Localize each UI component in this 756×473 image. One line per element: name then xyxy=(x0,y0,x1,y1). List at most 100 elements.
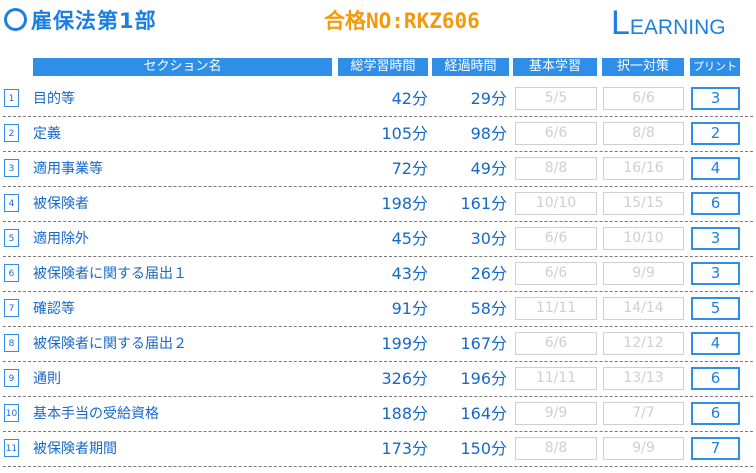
print-button[interactable]: 7 xyxy=(691,437,740,460)
row-divider xyxy=(3,396,753,397)
column-header-total-time: 総学習時間 xyxy=(338,58,428,76)
elapsed-time: 30分 xyxy=(470,229,507,248)
basic-study-button[interactable]: 11/11 xyxy=(515,297,597,320)
row-divider xyxy=(3,361,753,362)
choice-practice-button[interactable]: 12/12 xyxy=(603,332,684,355)
section-name-link[interactable]: 被保険者期間 xyxy=(33,441,117,457)
total-time: 43分 xyxy=(391,264,428,283)
basic-study-button[interactable]: 6/6 xyxy=(515,122,597,145)
choice-practice-button[interactable]: 14/14 xyxy=(603,297,684,320)
print-button[interactable]: 6 xyxy=(691,402,740,425)
print-button[interactable]: 6 xyxy=(691,192,740,215)
total-time: 91分 xyxy=(391,299,428,318)
choice-practice-button[interactable]: 9/9 xyxy=(603,262,684,285)
section-name-link[interactable]: 基本手当の受給資格 xyxy=(33,406,159,422)
table-row: 7 確認等 91分 58分 11/11 14/14 5 xyxy=(0,292,756,327)
section-name-link[interactable]: 目的等 xyxy=(33,91,75,107)
row-divider xyxy=(3,221,753,222)
print-button[interactable]: 5 xyxy=(691,297,740,320)
row-divider xyxy=(3,431,753,432)
section-name-link[interactable]: 適用事業等 xyxy=(33,161,103,177)
basic-study-button[interactable]: 9/9 xyxy=(515,402,597,425)
section-number-button[interactable]: 2 xyxy=(4,124,19,142)
basic-study-button[interactable]: 6/6 xyxy=(515,227,597,250)
basic-study-button[interactable]: 6/6 xyxy=(515,262,597,285)
table-row: 5 適用除外 45分 30分 6/6 10/10 3 xyxy=(0,222,756,257)
learning-logo: LEARNING xyxy=(611,6,726,40)
print-button[interactable]: 4 xyxy=(691,332,740,355)
table-row: 9 通則 326分 196分 11/11 13/13 6 xyxy=(0,362,756,397)
page-title: 雇保法第1部 xyxy=(31,9,157,33)
basic-study-button[interactable]: 11/11 xyxy=(515,367,597,390)
total-time: 326分 xyxy=(381,369,428,388)
section-number-button[interactable]: 3 xyxy=(4,159,19,177)
section-number-button[interactable]: 4 xyxy=(4,194,19,212)
row-divider xyxy=(3,326,753,327)
section-name-link[interactable]: 被保険者に関する届出１ xyxy=(33,266,187,282)
section-number-button[interactable]: 11 xyxy=(4,439,19,457)
choice-practice-button[interactable]: 15/15 xyxy=(603,192,684,215)
total-time: 173分 xyxy=(381,439,428,458)
basic-study-button[interactable]: 10/10 xyxy=(515,192,597,215)
print-button[interactable]: 4 xyxy=(691,157,740,180)
section-number-button[interactable]: 6 xyxy=(4,264,19,282)
section-number-button[interactable]: 1 xyxy=(4,89,19,107)
print-button[interactable]: 6 xyxy=(691,367,740,390)
basic-study-button[interactable]: 8/8 xyxy=(515,157,597,180)
choice-practice-button[interactable]: 13/13 xyxy=(603,367,684,390)
column-header-section: セクション名 xyxy=(33,58,332,76)
choice-practice-button[interactable]: 6/6 xyxy=(603,87,684,110)
row-divider xyxy=(3,466,753,467)
total-time: 198分 xyxy=(381,194,428,213)
table-row: 8 被保険者に関する届出２ 199分 167分 6/6 12/12 4 xyxy=(0,327,756,362)
choice-practice-button[interactable]: 10/10 xyxy=(603,227,684,250)
total-time: 188分 xyxy=(381,404,428,423)
elapsed-time: 167分 xyxy=(460,334,507,353)
total-time: 199分 xyxy=(381,334,428,353)
elapsed-time: 164分 xyxy=(460,404,507,423)
basic-study-button[interactable]: 5/5 xyxy=(515,87,597,110)
section-name-link[interactable]: 確認等 xyxy=(33,301,75,317)
choice-practice-button[interactable]: 7/7 xyxy=(603,402,684,425)
table-row: 2 定義 105分 98分 6/6 8/8 2 xyxy=(0,117,756,152)
table-row: 6 被保険者に関する届出１ 43分 26分 6/6 9/9 3 xyxy=(0,257,756,292)
table-row: 4 被保険者 198分 161分 10/10 15/15 6 xyxy=(0,187,756,222)
print-button[interactable]: 2 xyxy=(691,122,740,145)
elapsed-time: 29分 xyxy=(470,89,507,108)
logo-initial: L xyxy=(611,4,630,42)
elapsed-time: 161分 xyxy=(460,194,507,213)
total-time: 72分 xyxy=(391,159,428,178)
basic-study-button[interactable]: 6/6 xyxy=(515,332,597,355)
column-header-choice: 択一対策 xyxy=(602,58,684,76)
elapsed-time: 49分 xyxy=(470,159,507,178)
section-number-button[interactable]: 8 xyxy=(4,334,19,352)
total-time: 45分 xyxy=(391,229,428,248)
choice-practice-button[interactable]: 9/9 xyxy=(603,437,684,460)
choice-practice-button[interactable]: 8/8 xyxy=(603,122,684,145)
section-number-button[interactable]: 10 xyxy=(4,404,19,422)
row-divider xyxy=(3,116,753,117)
section-name-link[interactable]: 通則 xyxy=(33,371,61,387)
print-button[interactable]: 3 xyxy=(691,87,740,110)
table-row: 3 適用事業等 72分 49分 8/8 16/16 4 xyxy=(0,152,756,187)
elapsed-time: 98分 xyxy=(470,124,507,143)
section-number-button[interactable]: 9 xyxy=(4,369,19,387)
basic-study-button[interactable]: 8/8 xyxy=(515,437,597,460)
section-name-link[interactable]: 適用除外 xyxy=(33,231,89,247)
row-divider xyxy=(3,186,753,187)
table-row: 11 被保険者期間 173分 150分 8/8 9/9 7 xyxy=(0,432,756,467)
elapsed-time: 150分 xyxy=(460,439,507,458)
print-button[interactable]: 3 xyxy=(691,227,740,250)
section-name-link[interactable]: 被保険者 xyxy=(33,196,89,212)
choice-practice-button[interactable]: 16/16 xyxy=(603,157,684,180)
elapsed-time: 58分 xyxy=(470,299,507,318)
row-divider xyxy=(3,256,753,257)
section-number-button[interactable]: 5 xyxy=(4,229,19,247)
section-number-button[interactable]: 7 xyxy=(4,299,19,317)
print-button[interactable]: 3 xyxy=(691,262,740,285)
column-header-basic: 基本学習 xyxy=(513,58,597,76)
header: 雇保法第1部 合格NO:RKZ606 LEARNING xyxy=(0,0,756,44)
total-time: 105分 xyxy=(381,124,428,143)
section-name-link[interactable]: 定義 xyxy=(33,126,61,142)
section-name-link[interactable]: 被保険者に関する届出２ xyxy=(33,336,187,352)
